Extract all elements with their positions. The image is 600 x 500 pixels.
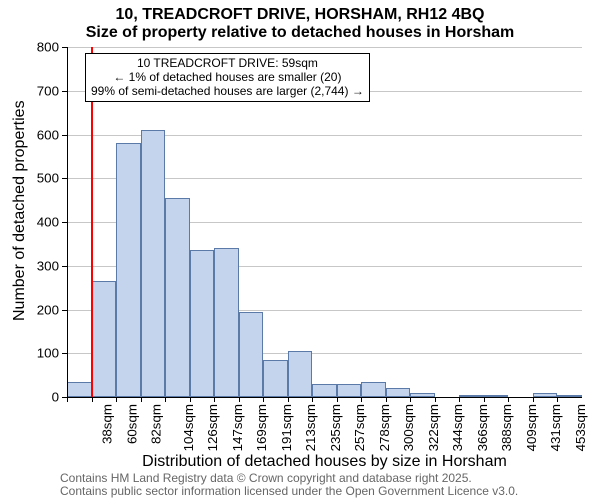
y-tick-label: 0 (0, 390, 59, 405)
x-axis-title: Distribution of detached houses by size … (67, 453, 582, 471)
footer-line-2: Contains public sector information licen… (60, 484, 600, 498)
annotation-line-1: 10 TREADCROFT DRIVE: 59sqm (91, 57, 364, 71)
gridline (67, 47, 582, 48)
x-axis-line (67, 397, 582, 398)
chart-title-line2: Size of property relative to detached ho… (0, 24, 600, 42)
x-tick-label: 235sqm (328, 404, 343, 451)
chart-container: { "title": { "line1": "10, TREADCROFT DR… (0, 0, 600, 500)
x-tick-label: 431sqm (548, 404, 563, 451)
annotation-line-2: ← 1% of detached houses are smaller (20) (91, 71, 364, 85)
annotation-line-3: 99% of semi-detached houses are larger (… (91, 85, 364, 99)
y-tick-label: 500 (0, 171, 59, 186)
histogram-bar (312, 384, 337, 397)
x-tick-mark (435, 397, 436, 402)
x-tick-label: 409sqm (524, 404, 539, 451)
histogram-bar (263, 360, 288, 397)
annotation-box: 10 TREADCROFT DRIVE: 59sqm ← 1% of detac… (85, 53, 370, 102)
x-tick-mark (165, 397, 166, 402)
x-tick-mark (508, 397, 509, 402)
x-tick-label: 169sqm (254, 404, 269, 451)
x-tick-label: 126sqm (205, 404, 220, 451)
y-tick-mark (62, 91, 67, 92)
histogram-bar (92, 281, 117, 397)
x-tick-mark (386, 397, 387, 402)
y-tick-label: 100 (0, 346, 59, 361)
histogram-bar (190, 250, 215, 397)
x-tick-label: 104sqm (180, 404, 195, 451)
y-tick-label: 200 (0, 302, 59, 317)
x-tick-mark (67, 397, 68, 402)
x-tick-label: 147sqm (230, 404, 245, 451)
y-tick-mark (62, 353, 67, 354)
histogram-bar (141, 130, 166, 397)
x-tick-mark (557, 397, 558, 402)
histogram-bar (239, 312, 264, 397)
x-tick-mark (533, 397, 534, 402)
x-tick-label: 366sqm (475, 404, 490, 451)
y-tick-mark (62, 310, 67, 311)
x-tick-mark (410, 397, 411, 402)
x-tick-label: 60sqm (124, 404, 139, 444)
y-tick-label: 400 (0, 215, 59, 230)
x-tick-mark (312, 397, 313, 402)
y-tick-mark (62, 178, 67, 179)
x-tick-mark (337, 397, 338, 402)
x-tick-mark (141, 397, 142, 402)
x-tick-mark (190, 397, 191, 402)
x-tick-label: 257sqm (352, 404, 367, 451)
x-tick-label: 453sqm (573, 404, 588, 451)
y-tick-mark (62, 222, 67, 223)
footer-line-1: Contains HM Land Registry data © Crown c… (60, 471, 600, 485)
x-tick-label: 191sqm (279, 404, 294, 451)
histogram-bar (386, 388, 411, 397)
x-tick-mark (214, 397, 215, 402)
histogram-bar (67, 382, 92, 397)
x-tick-label: 38sqm (100, 404, 115, 444)
y-tick-label: 700 (0, 83, 59, 98)
y-axis-line (67, 47, 68, 397)
x-tick-label: 213sqm (303, 404, 318, 451)
histogram-bar (116, 143, 141, 397)
x-tick-label: 344sqm (450, 404, 465, 451)
histogram-bar (288, 351, 313, 397)
x-tick-mark (288, 397, 289, 402)
y-tick-mark (62, 135, 67, 136)
x-tick-label: 300sqm (401, 404, 416, 451)
chart-title-line1: 10, TREADCROFT DRIVE, HORSHAM, RH12 4BQ (0, 6, 600, 24)
x-tick-mark (92, 397, 93, 402)
x-tick-label: 322sqm (426, 404, 441, 451)
y-tick-mark (62, 266, 67, 267)
histogram-bar (361, 382, 386, 397)
y-tick-label: 300 (0, 258, 59, 273)
histogram-bar (214, 248, 239, 397)
x-tick-mark (116, 397, 117, 402)
x-tick-mark (239, 397, 240, 402)
x-tick-mark (484, 397, 485, 402)
x-tick-label: 278sqm (377, 404, 392, 451)
histogram-bar (165, 198, 190, 397)
x-tick-mark (263, 397, 264, 402)
x-tick-label: 388sqm (499, 404, 514, 451)
y-tick-label: 800 (0, 40, 59, 55)
x-tick-mark (361, 397, 362, 402)
y-tick-label: 600 (0, 127, 59, 142)
x-tick-mark (459, 397, 460, 402)
y-tick-mark (62, 47, 67, 48)
x-tick-label: 82sqm (149, 404, 164, 444)
histogram-bar (337, 384, 362, 397)
